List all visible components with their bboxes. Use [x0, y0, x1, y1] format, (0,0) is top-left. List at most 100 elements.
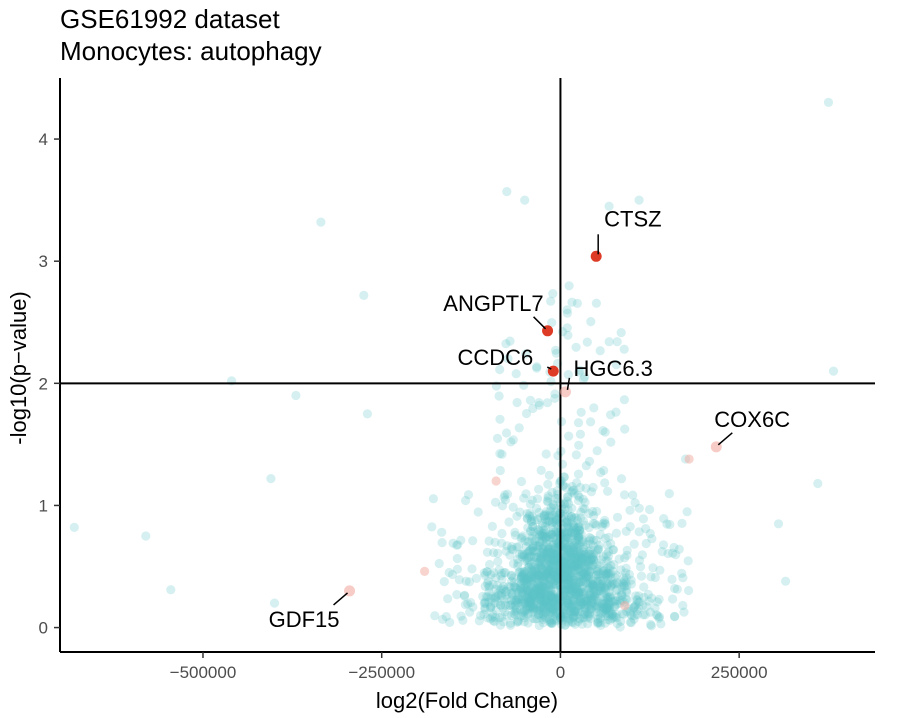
data-point [545, 565, 555, 575]
data-point [528, 542, 538, 552]
data-point [539, 549, 549, 559]
data-point [590, 519, 600, 529]
data-point [578, 553, 588, 563]
data-point [570, 561, 580, 572]
data-point [582, 337, 592, 347]
data-point [525, 601, 535, 612]
data-point [574, 604, 584, 614]
data-point [564, 582, 574, 592]
data-point [645, 607, 656, 617]
data-point [630, 602, 640, 612]
data-point [545, 511, 555, 521]
data-point [572, 478, 582, 488]
data-point [584, 558, 594, 568]
data-point [543, 571, 553, 582]
data-point [668, 548, 678, 558]
data-point [519, 567, 529, 577]
data-point [565, 575, 576, 585]
data-point [536, 531, 546, 541]
data-point [564, 584, 574, 594]
data-point [598, 599, 608, 609]
data-point [655, 565, 665, 575]
data-point [528, 591, 538, 601]
data-point [509, 609, 519, 619]
data-point [639, 582, 649, 592]
data-point [526, 564, 537, 575]
data-point [580, 568, 590, 578]
data-point [549, 503, 559, 513]
data-point [574, 591, 584, 601]
data-point [620, 581, 630, 592]
data-point [480, 581, 490, 592]
data-point [524, 571, 534, 581]
data-point [586, 554, 596, 565]
data-point [611, 609, 621, 619]
data-point [527, 511, 537, 521]
data-point [573, 515, 583, 525]
data-point [595, 529, 605, 540]
data-point [568, 599, 578, 609]
data-point [551, 507, 561, 517]
data-point [565, 570, 575, 580]
data-point [684, 585, 694, 596]
data-point [486, 593, 496, 604]
data-point [486, 600, 496, 611]
data-point [632, 609, 642, 620]
data-point [610, 612, 621, 622]
data-point [612, 596, 622, 606]
data-point [537, 613, 547, 623]
data-point [565, 525, 575, 535]
data-point [552, 579, 562, 590]
data-point [574, 544, 584, 554]
data-point [524, 574, 534, 584]
data-point [508, 545, 518, 555]
data-point [571, 583, 582, 593]
data-point [529, 527, 539, 537]
data-point [582, 607, 592, 617]
data-point [571, 605, 581, 616]
data-point [651, 610, 662, 620]
data-point [645, 528, 655, 539]
data-point [534, 575, 544, 585]
data-point [538, 536, 548, 546]
data-point [485, 614, 496, 624]
data-point [576, 529, 586, 539]
y-tick-label: 1 [39, 496, 48, 515]
data-point [567, 602, 577, 612]
data-point [592, 576, 602, 586]
data-point [577, 558, 587, 568]
data-point [570, 536, 580, 546]
data-point [518, 569, 528, 579]
data-point [551, 527, 561, 537]
data-point [549, 615, 559, 625]
y-tick-label: 0 [39, 619, 48, 638]
data-point [542, 507, 552, 517]
data-point [534, 594, 545, 605]
data-point [569, 607, 580, 617]
data-point [592, 607, 602, 617]
data-point [522, 566, 532, 576]
data-point [505, 618, 516, 628]
data-point [549, 568, 559, 578]
data-point [526, 598, 536, 608]
data-point [550, 393, 560, 403]
data-point [548, 556, 558, 566]
data-point [531, 584, 541, 594]
data-point [584, 584, 594, 594]
data-point [601, 592, 611, 602]
highlighted-point [547, 365, 559, 377]
data-point [594, 598, 604, 608]
data-point [505, 336, 515, 346]
data-point [574, 532, 584, 542]
data-point [486, 603, 496, 613]
data-point [559, 570, 569, 580]
data-point [616, 616, 626, 627]
data-point [580, 372, 590, 382]
data-point [536, 589, 546, 599]
data-point [584, 590, 594, 601]
data-point [594, 581, 605, 591]
data-point [543, 595, 554, 606]
data-point [612, 578, 622, 588]
data-point [629, 614, 639, 624]
data-point [556, 529, 567, 539]
